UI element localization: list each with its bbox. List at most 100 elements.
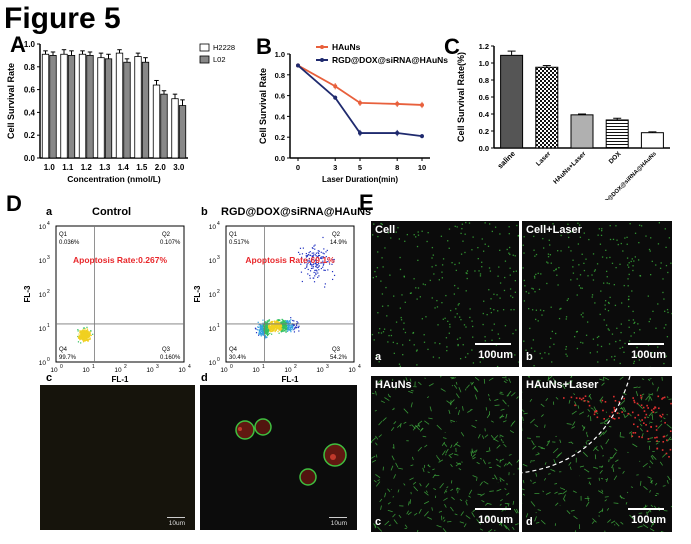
micro-e-title: HAuNs+Laser: [526, 379, 599, 391]
green-fiber: [609, 456, 615, 460]
green-speck: [608, 302, 610, 305]
green-speck: [387, 341, 389, 343]
green-fiber: [420, 427, 424, 431]
scale-bar: [475, 343, 511, 345]
green-speck: [657, 346, 659, 348]
green-speck: [535, 309, 538, 311]
green-fiber: [474, 394, 478, 400]
event-dot: [79, 337, 81, 339]
event-dot: [309, 251, 311, 253]
event-dot: [278, 319, 281, 321]
green-fiber: [540, 414, 544, 417]
green-speck: [373, 339, 375, 341]
event-dot: [83, 331, 85, 334]
event-dot: [80, 333, 82, 335]
green-fiber: [450, 464, 453, 468]
event-dot: [270, 321, 272, 324]
y-tick-label: 0.0: [479, 144, 489, 153]
green-speck: [609, 296, 611, 299]
green-speck: [537, 272, 539, 275]
q4-name: Q4: [59, 347, 68, 353]
event-dot: [79, 331, 81, 333]
green-speck: [417, 234, 420, 236]
green-speck: [637, 323, 639, 325]
event-dot: [274, 329, 276, 331]
green-fiber: [513, 508, 518, 514]
green-fiber: [571, 410, 577, 415]
green-speck: [504, 276, 506, 279]
green-speck: [487, 245, 490, 247]
green-speck: [479, 275, 482, 277]
green-speck: [583, 262, 585, 264]
green-speck: [614, 355, 616, 358]
event-dot: [277, 324, 279, 326]
green-fiber: [666, 396, 669, 399]
green-speck: [493, 323, 495, 325]
flow-plot-a: 10 410 310 210 110 010 0 10 1 10 2 10 3 10 4Q10.036%Q2…: [23, 221, 191, 384]
green-fiber: [375, 481, 381, 487]
event-dot: [266, 326, 268, 329]
event-dot: [320, 256, 322, 259]
green-fiber: [608, 425, 612, 428]
green-fiber: [601, 382, 605, 386]
green-speck: [458, 262, 460, 264]
green-fiber: [587, 414, 590, 418]
event-dot: [261, 325, 263, 327]
green-speck: [634, 232, 637, 234]
green-speck: [454, 263, 456, 266]
green-fiber: [479, 458, 483, 460]
event-dot: [318, 269, 320, 271]
green-speck: [413, 344, 415, 346]
green-speck: [549, 244, 551, 246]
event-dot: [83, 334, 85, 336]
green-speck: [543, 309, 545, 312]
event-dot: [315, 252, 317, 254]
red-speck: [618, 417, 620, 419]
event-dot: [316, 264, 318, 266]
green-speck: [572, 259, 574, 261]
green-fiber: [503, 463, 507, 467]
green-fiber: [619, 376, 624, 380]
green-speck: [509, 353, 511, 355]
green-speck: [575, 331, 578, 333]
green-speck: [671, 312, 672, 315]
event-dot: [262, 322, 264, 324]
event-dot: [297, 251, 300, 254]
y-tick-label: 10: [209, 292, 217, 299]
event-dot: [318, 262, 320, 265]
green-speck: [666, 336, 669, 338]
green-speck: [463, 324, 466, 326]
event-dot: [258, 329, 260, 331]
green-fiber: [522, 479, 525, 484]
event-dot: [89, 338, 91, 340]
green-speck: [665, 246, 667, 249]
green-speck: [516, 224, 518, 227]
green-fiber: [499, 415, 505, 418]
green-fiber: [558, 492, 563, 495]
green-speck: [550, 262, 552, 264]
green-fiber: [493, 438, 499, 442]
green-fiber: [410, 389, 414, 392]
green-speck: [647, 295, 649, 297]
scale-bar: [475, 508, 511, 510]
green-speck: [439, 342, 441, 345]
green-speck: [568, 236, 570, 239]
green-fiber: [424, 420, 430, 425]
green-speck: [429, 279, 431, 282]
green-speck: [390, 329, 392, 331]
event-dot: [262, 328, 264, 330]
green-fiber: [432, 468, 435, 471]
green-fiber: [471, 512, 475, 518]
green-speck: [571, 231, 573, 233]
green-fiber: [579, 465, 585, 468]
green-speck: [497, 275, 499, 277]
green-speck: [667, 311, 669, 314]
green-speck: [537, 320, 539, 322]
green-speck: [471, 249, 473, 251]
event-dot: [81, 335, 83, 337]
event-dot: [279, 326, 281, 329]
green-fiber: [604, 530, 606, 532]
event-dot: [286, 327, 288, 329]
green-fiber: [412, 481, 417, 485]
green-fiber: [619, 400, 626, 406]
